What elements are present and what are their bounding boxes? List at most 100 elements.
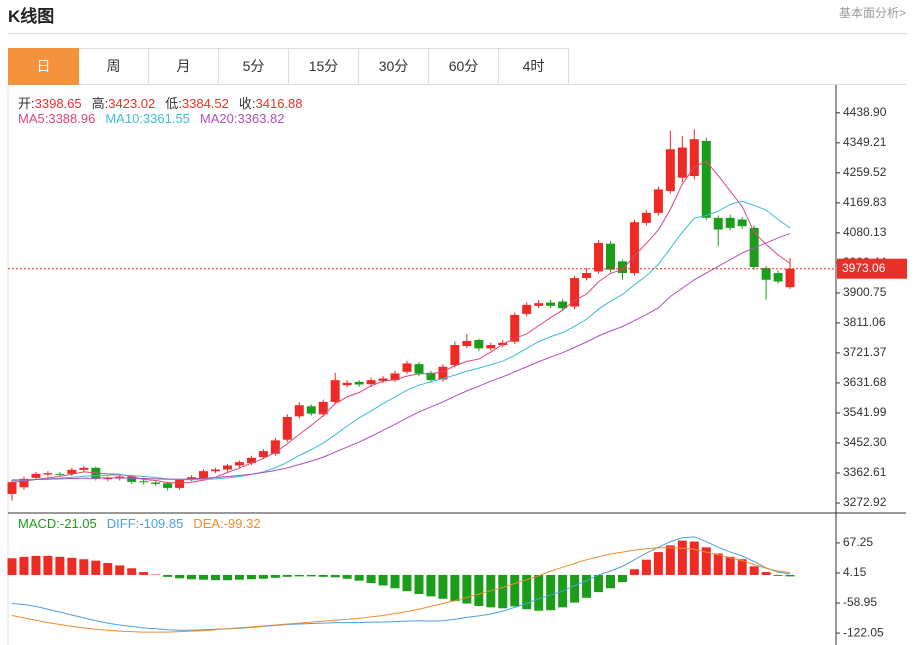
info-value: 3423.02 [108, 96, 156, 111]
candle-body [151, 482, 161, 484]
candle-body [522, 304, 532, 314]
tab[interactable]: 日 [8, 48, 79, 85]
y-tick-label: 4349.21 [843, 135, 887, 149]
macd-bar [474, 574, 484, 606]
macd-bar [522, 574, 532, 610]
y-tick-label: 3362.61 [843, 465, 887, 479]
y-tick-label: 3900.75 [843, 285, 887, 299]
tab[interactable]: 月 [149, 48, 219, 85]
candle-body [103, 477, 113, 480]
candle-body [558, 301, 568, 309]
y-tick-label: 4259.52 [843, 165, 887, 179]
candle-body [785, 268, 795, 288]
macd-bar [546, 574, 556, 611]
macd-bar [785, 574, 795, 577]
macd-bar [629, 569, 639, 575]
tab[interactable]: 5分 [219, 48, 289, 85]
candle-body [761, 268, 771, 280]
candle-body [270, 440, 280, 454]
candle-body [725, 217, 735, 228]
macd-bar [318, 574, 328, 577]
macd-bar [151, 574, 161, 575]
macd-bar [737, 559, 747, 575]
tab[interactable]: 15分 [289, 48, 359, 85]
last-price-label: 3973.06 [842, 261, 886, 275]
candle-body [594, 242, 604, 272]
macd-bar [510, 574, 520, 607]
legend-name: DEA: [193, 516, 224, 531]
candle-body [7, 482, 17, 494]
candle-body [606, 243, 615, 270]
y-tick-label: -58.95 [843, 595, 877, 609]
candle-body [510, 314, 520, 342]
macd-bar [330, 574, 340, 578]
candle-body [617, 261, 627, 274]
ohlc-info: 开:3398.65 高:3423.02 低:3384.52 收:3416.88 [18, 93, 313, 112]
macd-bar [534, 574, 544, 611]
info-label: 高: [91, 96, 109, 111]
legend-name: DIFF: [106, 516, 140, 531]
macd-bar [378, 574, 388, 586]
macd-bar [390, 574, 400, 589]
candle-body [653, 189, 663, 213]
tab[interactable]: 周 [79, 48, 149, 85]
legend-name: MA10: [105, 111, 143, 126]
page-title: K线图 [8, 7, 55, 26]
candle-body [294, 405, 304, 417]
candle-body [31, 473, 41, 478]
candle-body [222, 465, 232, 470]
candle-body [462, 340, 472, 347]
legend-value: -109.85 [139, 516, 184, 531]
legend-value: 3363.82 [237, 111, 285, 126]
candle-body [342, 382, 352, 386]
candle-body [43, 473, 53, 475]
candle-body [546, 302, 556, 306]
macd-bar [354, 574, 364, 581]
macd-bar [67, 557, 77, 575]
macd-bar [606, 574, 615, 589]
legend-name: MA20: [199, 111, 238, 126]
info-value: 3398.65 [34, 96, 82, 111]
macd-bar [498, 574, 508, 609]
candle-body [713, 217, 723, 230]
candle-body [366, 380, 376, 385]
macd-bar [701, 547, 711, 575]
y-tick-label: -122.05 [843, 625, 884, 639]
last-price-box [837, 258, 907, 279]
candle-body [79, 467, 89, 470]
y-tick-label: 3452.30 [843, 435, 887, 449]
macd-bar [582, 574, 592, 598]
macd-bar [450, 574, 460, 602]
macd-bar [199, 574, 209, 580]
info-label: 低: [165, 96, 182, 111]
legend-value: 3388.96 [48, 111, 96, 126]
legend-value: 3361.55 [142, 111, 190, 126]
info-value: 3416.88 [255, 96, 303, 111]
macd-bar [594, 574, 604, 593]
macd-bar [175, 574, 185, 579]
macd-bar [462, 574, 472, 604]
candle-body [246, 457, 256, 464]
macd-bar [103, 563, 113, 575]
candle-body [234, 462, 244, 466]
info-value: 3384.52 [181, 96, 229, 111]
macd-bar [19, 556, 29, 575]
y-tick-label: 4080.13 [843, 225, 887, 239]
tab[interactable]: 60分 [429, 48, 499, 85]
candle-body [665, 149, 675, 192]
macd-bar [55, 556, 65, 575]
y-tick-label: 3631.68 [843, 375, 887, 389]
tab[interactable]: 30分 [359, 48, 429, 85]
macd-bar [115, 565, 125, 575]
candle-body [330, 380, 340, 402]
macd-bar [713, 553, 723, 575]
macd-bar [426, 574, 436, 597]
macd-bar [653, 552, 663, 575]
tab[interactable]: 4时 [499, 48, 569, 85]
macd-bar [773, 574, 783, 576]
y-tick-label: 3541.99 [843, 405, 887, 419]
analysis-link[interactable]: 基本面分析> [838, 6, 906, 20]
candle-body [450, 345, 460, 366]
y-tick-label: 67.25 [843, 535, 873, 549]
